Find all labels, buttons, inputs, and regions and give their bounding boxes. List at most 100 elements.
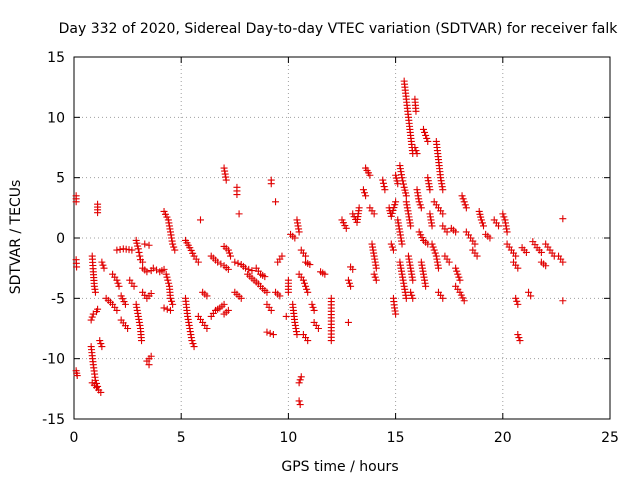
data-point <box>421 128 429 136</box>
data-point <box>170 243 178 251</box>
data-point <box>559 258 567 266</box>
data-point <box>98 258 106 266</box>
data-point <box>245 265 253 273</box>
data-point <box>309 303 317 311</box>
chart-title: Day 332 of 2020, Sidereal Day-to-day VTE… <box>59 21 619 37</box>
data-point <box>477 216 485 224</box>
data-point <box>163 305 171 313</box>
data-point <box>428 222 436 230</box>
data-point <box>295 397 303 405</box>
data-point <box>310 306 318 314</box>
data-point <box>559 215 567 223</box>
data-point <box>392 310 400 318</box>
data-point <box>366 171 374 179</box>
data-point <box>224 246 232 254</box>
data-point <box>361 189 369 197</box>
data-point <box>431 249 439 257</box>
data-point <box>134 245 142 253</box>
data-point <box>462 204 470 212</box>
data-point <box>190 343 198 351</box>
data-point <box>194 258 202 266</box>
data-point <box>559 297 567 305</box>
data-point <box>327 337 335 345</box>
data-point <box>91 288 99 296</box>
data-point <box>512 252 520 260</box>
data-point <box>445 258 453 266</box>
data-point <box>344 276 352 284</box>
data-point <box>399 180 407 188</box>
data-point <box>412 147 420 155</box>
data-point <box>304 288 312 296</box>
data-point <box>380 183 388 191</box>
data-point <box>381 186 389 194</box>
data-point <box>372 264 380 272</box>
data-point <box>128 246 136 254</box>
data-point <box>143 357 151 365</box>
y-tick-label: 15 <box>47 50 65 66</box>
data-point <box>308 300 316 308</box>
data-point <box>153 266 161 274</box>
data-point <box>500 213 508 221</box>
data-point <box>145 361 153 369</box>
data-point <box>304 337 312 345</box>
data-point <box>379 176 387 184</box>
data-point <box>402 192 410 200</box>
data-point <box>233 191 241 199</box>
data-point <box>306 261 314 269</box>
data-point <box>355 204 363 212</box>
data-point <box>391 201 399 209</box>
data-point <box>426 186 434 194</box>
data-point <box>96 337 104 345</box>
data-point <box>407 222 415 230</box>
data-point <box>392 198 400 206</box>
data-point <box>422 282 430 290</box>
data-point <box>114 279 122 287</box>
data-point <box>527 292 535 300</box>
data-point <box>379 179 387 187</box>
data-point <box>295 379 303 387</box>
data-point <box>399 177 407 185</box>
y-tick-label: -10 <box>42 352 65 368</box>
data-point <box>203 325 211 332</box>
data-point <box>121 300 129 308</box>
data-point <box>293 331 301 339</box>
data-point <box>480 222 488 230</box>
y-axis: -15 -10 -5 0 5 10 15 <box>42 50 610 428</box>
y-axis-label: SDTVAR / TECUs <box>8 180 24 295</box>
data-point <box>237 294 245 302</box>
data-point <box>141 240 149 248</box>
data-point <box>503 228 511 236</box>
data-point <box>135 248 143 256</box>
data-point <box>455 273 463 281</box>
data-point <box>99 261 107 269</box>
data-point <box>97 388 105 396</box>
data-point <box>94 209 102 217</box>
data-point <box>163 273 171 281</box>
data-point <box>452 228 460 236</box>
data-point <box>203 292 211 300</box>
data-point <box>429 243 437 251</box>
data-point <box>346 279 354 287</box>
data-point <box>242 264 250 272</box>
data-point <box>231 258 239 266</box>
data-point <box>459 195 467 203</box>
data-point <box>388 243 396 251</box>
data-point <box>443 228 451 236</box>
data-point <box>235 210 243 218</box>
data-point <box>434 264 442 272</box>
x-axis: 0 5 10 15 20 25 <box>70 57 619 446</box>
data-point <box>439 186 447 194</box>
data-point <box>295 228 303 236</box>
data-point <box>514 264 522 272</box>
data-point <box>347 282 355 290</box>
data-point <box>314 325 322 332</box>
data-point <box>169 300 177 308</box>
data-point <box>248 267 256 275</box>
data-point <box>284 288 292 296</box>
data-point <box>234 259 242 267</box>
data-point <box>263 288 271 296</box>
data-point <box>145 241 153 249</box>
data-point <box>423 134 431 142</box>
data-point <box>302 282 310 290</box>
